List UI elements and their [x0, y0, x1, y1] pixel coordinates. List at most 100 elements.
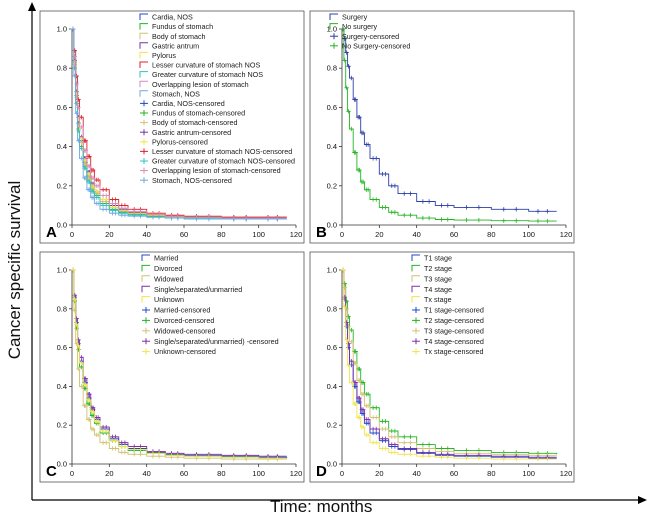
legend-label: T2 stage — [424, 264, 452, 273]
legend-label: Gastric antrum — [152, 41, 199, 50]
y-tick-label: 0.0 — [57, 460, 67, 469]
y-tick-label: 0.6 — [327, 343, 337, 352]
x-tick-label: 80 — [487, 469, 495, 478]
legend-label: Fundus of stomach-censored — [152, 109, 245, 118]
legend-label: Widowed-censored — [154, 326, 216, 335]
panel-letter: B — [316, 224, 327, 241]
legend-swatch — [139, 51, 148, 59]
legend-label: Overlapping lesion of stomach — [152, 80, 249, 89]
legend-label: T2 stage-censored — [424, 316, 484, 325]
y-tick-label: 0.0 — [327, 221, 337, 230]
x-tick-label: 40 — [142, 230, 150, 239]
panel-letter: A — [46, 224, 57, 241]
legend-label: Greater curvature of stomach NOS — [152, 70, 263, 79]
x-tick-label: 80 — [217, 469, 225, 478]
legend-label: Married — [154, 254, 178, 263]
legend-label: T1 stage-censored — [424, 306, 484, 315]
panel-frame — [39, 10, 305, 244]
y-tick-label: 0.6 — [57, 343, 67, 352]
x-tick-label: 40 — [412, 230, 420, 239]
legend-label: Tx stage — [424, 295, 452, 304]
legend-label: No Surgery-censored — [342, 41, 410, 50]
panel-letter: C — [46, 463, 57, 480]
x-tick-label: 80 — [217, 230, 225, 239]
legend-swatch — [329, 23, 338, 30]
x-tick-label: 40 — [142, 469, 150, 478]
legend-swatch — [139, 71, 148, 78]
x-tick-label: 60 — [180, 469, 188, 478]
x-tick-label: 0 — [70, 230, 74, 239]
panel-frame — [309, 251, 575, 483]
legend-label: T4 stage-censored — [424, 337, 484, 346]
legend-label: Pylorus — [152, 51, 176, 60]
legend-label: No surgery — [342, 22, 378, 31]
figure-y-arrow — [28, 2, 36, 11]
y-tick-label: 1.0 — [327, 25, 337, 34]
y-tick-label: 0.8 — [57, 64, 67, 73]
y-tick-label: 0.2 — [57, 421, 67, 430]
figure-x-arrow — [638, 496, 647, 504]
x-tick-label: 40 — [412, 469, 420, 478]
legend-swatch — [141, 254, 150, 261]
panel-frame — [39, 251, 305, 483]
panel-a: 0 20 40 60 80 100 120 0.0 0.2 0.4 0.6 0.8 1.0 Cardia,… — [39, 10, 305, 244]
y-tick-label: 0.8 — [327, 64, 337, 73]
legend-label: Surgery — [342, 13, 368, 22]
legend-swatch — [141, 296, 150, 303]
legend-label: T4 stage — [424, 285, 452, 294]
legend-label: Cardia, NOS-censored — [152, 99, 225, 108]
legend-label: Unknown — [154, 295, 184, 304]
legend-label: Tx stage-censored — [424, 347, 484, 356]
legend-label: Widowed — [154, 274, 184, 283]
x-tick-label: 0 — [340, 230, 344, 239]
legend-swatch — [411, 254, 420, 261]
legend-swatch — [139, 80, 148, 88]
x-tick-label: 80 — [487, 230, 495, 239]
x-tick-label: 100 — [522, 469, 535, 478]
x-tick-label: 120 — [290, 469, 303, 478]
legend-swatch — [141, 275, 150, 282]
y-tick-label: 0.4 — [327, 142, 337, 151]
y-tick-label: 0.4 — [327, 382, 337, 391]
y-tick-label: 1.0 — [57, 25, 67, 34]
x-tick-label: 60 — [450, 469, 458, 478]
y-tick-label: 0.6 — [57, 103, 67, 112]
y-tick-label: 0.4 — [57, 142, 67, 151]
panel-b: 0 20 40 60 80 100 120 0.0 0.2 0.4 0.6 0.8 1.0 Surgery… — [309, 10, 575, 244]
x-tick-label: 20 — [375, 469, 383, 478]
legend-label: Divorced — [154, 264, 182, 273]
legend-swatch — [141, 264, 150, 272]
x-tick-label: 20 — [105, 469, 113, 478]
x-tick-label: 60 — [180, 230, 188, 239]
y-tick-label: 0.4 — [57, 382, 67, 391]
legend-swatch — [139, 13, 148, 20]
legend-swatch — [329, 13, 338, 20]
legend-label: Surgery-censored — [342, 32, 399, 41]
legend-swatch — [411, 296, 420, 303]
legend-label: Divorced-censored — [154, 316, 214, 325]
series-line — [342, 28, 557, 212]
legend-label: Gastric antrum-censored — [152, 128, 231, 137]
legend-swatch — [139, 32, 148, 40]
legend-label: Single/separated/unmarried — [154, 285, 242, 294]
legend-label: Body of stomach — [152, 32, 206, 41]
legend-swatch — [411, 275, 420, 282]
x-tick-label: 120 — [290, 230, 303, 239]
series-line — [342, 28, 557, 222]
figure-y-label: Cancer specific survival — [2, 150, 28, 390]
y-tick-label: 0.6 — [327, 103, 337, 112]
legend-label: Fundus of stomach — [152, 22, 213, 31]
figure-x-label: Time: months — [270, 497, 373, 516]
x-tick-label: 120 — [560, 230, 573, 239]
y-tick-label: 0.8 — [327, 304, 337, 313]
y-tick-label: 0.8 — [57, 304, 67, 313]
panel-frame — [309, 10, 575, 244]
legend-label: T3 stage-censored — [424, 326, 484, 335]
legend-swatch — [139, 61, 148, 68]
panel-letter: D — [316, 463, 327, 480]
legend-swatch — [139, 42, 148, 49]
x-tick-label: 20 — [375, 230, 383, 239]
series-line — [72, 269, 287, 459]
legend-label: Body of stomach-censored — [152, 118, 238, 127]
